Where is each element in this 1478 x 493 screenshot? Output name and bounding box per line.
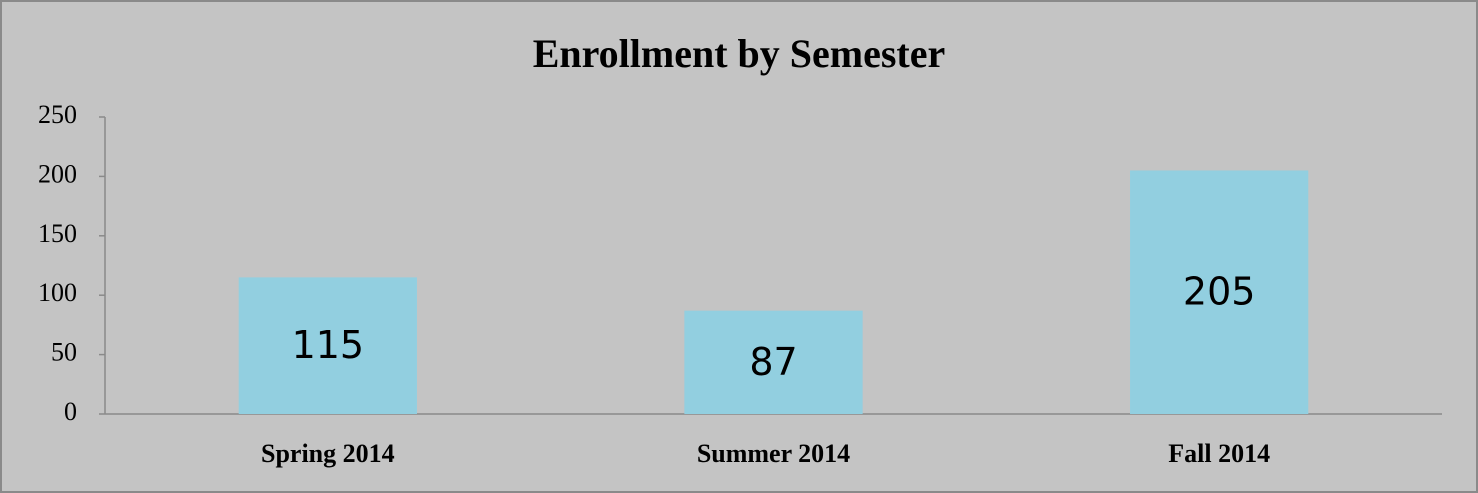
y-tick-label: 250 [38, 100, 77, 129]
bar [1130, 170, 1309, 414]
y-tick-label: 200 [38, 159, 77, 188]
chart-title: Enrollment by Semester [533, 31, 946, 76]
y-tick-label: 100 [38, 278, 77, 307]
y-tick-label: 150 [38, 219, 77, 248]
y-tick-label: 50 [51, 338, 77, 367]
bar [684, 310, 863, 414]
data-label: 205 [1183, 270, 1256, 314]
x-tick-label: Fall 2014 [1168, 439, 1270, 468]
x-tick-label: Spring 2014 [261, 439, 395, 468]
x-tick-label: Summer 2014 [697, 439, 850, 468]
data-label: 115 [292, 323, 365, 367]
y-tick-label: 0 [64, 397, 77, 426]
data-label: 87 [749, 340, 797, 384]
bar [238, 277, 417, 414]
